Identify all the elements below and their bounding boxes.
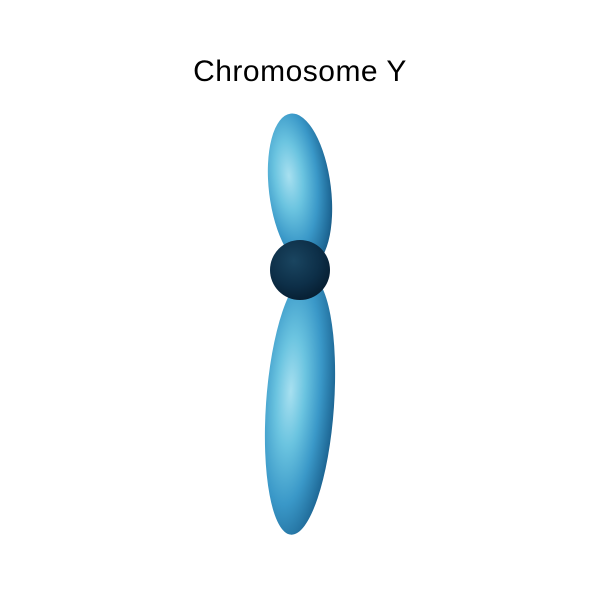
chromosome-svg [240, 110, 360, 540]
chromosome-illustration [240, 110, 360, 540]
centromere [270, 240, 330, 300]
long-arm [257, 273, 343, 537]
diagram-title: Chromosome Y [193, 55, 407, 89]
